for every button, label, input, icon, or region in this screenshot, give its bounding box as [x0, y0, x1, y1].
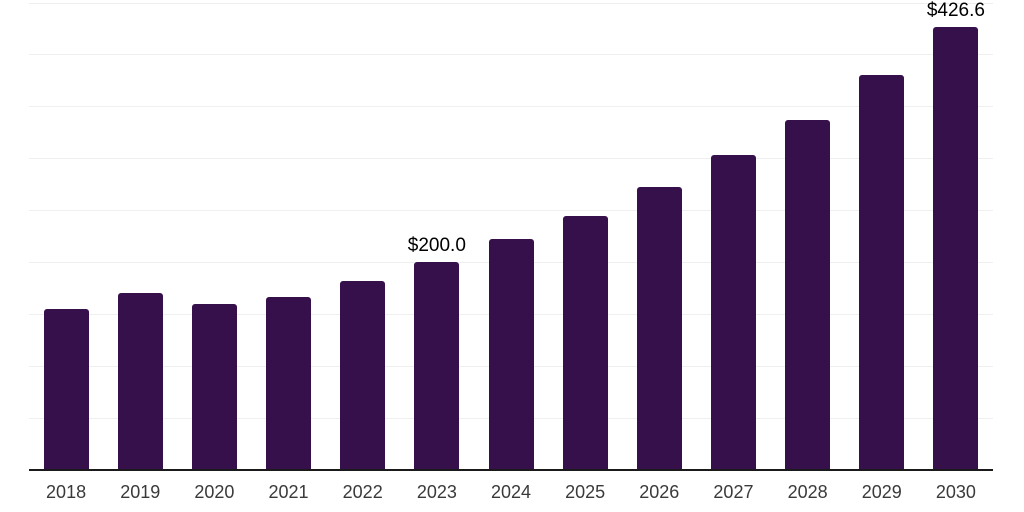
x-tick-2024: 2024: [490, 482, 532, 502]
x-tick-2019: 2019: [120, 482, 161, 502]
x-tick-2030: 2030: [935, 482, 976, 502]
x-tick-2027: 2027: [713, 482, 754, 502]
bar-2030: [933, 26, 979, 470]
gridline-400: [29, 54, 993, 56]
x-tick-2025: 2025: [565, 482, 606, 502]
bar-2023: [414, 261, 460, 470]
x-axis-line: [29, 468, 993, 471]
bar-2029: [859, 75, 905, 470]
x-tick-2022: 2022: [342, 482, 383, 502]
bar-2028: [785, 119, 831, 470]
bar-2020: [191, 304, 237, 470]
bar-2024: [488, 239, 534, 470]
x-tick-2021: 2021: [268, 482, 309, 502]
bar-2027: [710, 155, 756, 470]
x-tick-2023: 2023: [416, 482, 457, 502]
x-tick-2020: 2020: [194, 482, 235, 502]
x-tick-2028: 2028: [787, 482, 828, 502]
x-tick-2026: 2026: [639, 482, 680, 502]
data-label-2023: $200.0: [407, 234, 466, 256]
bar-2025: [562, 216, 608, 470]
gridline-300: [29, 158, 993, 160]
bar-2026: [636, 187, 682, 470]
gridline-450: [29, 2, 993, 4]
gridline-250: [29, 210, 993, 212]
bar-2022: [340, 280, 386, 470]
gridline-350: [29, 106, 993, 108]
bar-2018: [43, 308, 89, 470]
bar-2019: [117, 293, 163, 470]
data-label-2030: $426.6: [926, 0, 985, 21]
x-tick-2029: 2029: [861, 482, 902, 502]
x-tick-2018: 2018: [46, 482, 87, 502]
bar-2021: [266, 297, 312, 470]
